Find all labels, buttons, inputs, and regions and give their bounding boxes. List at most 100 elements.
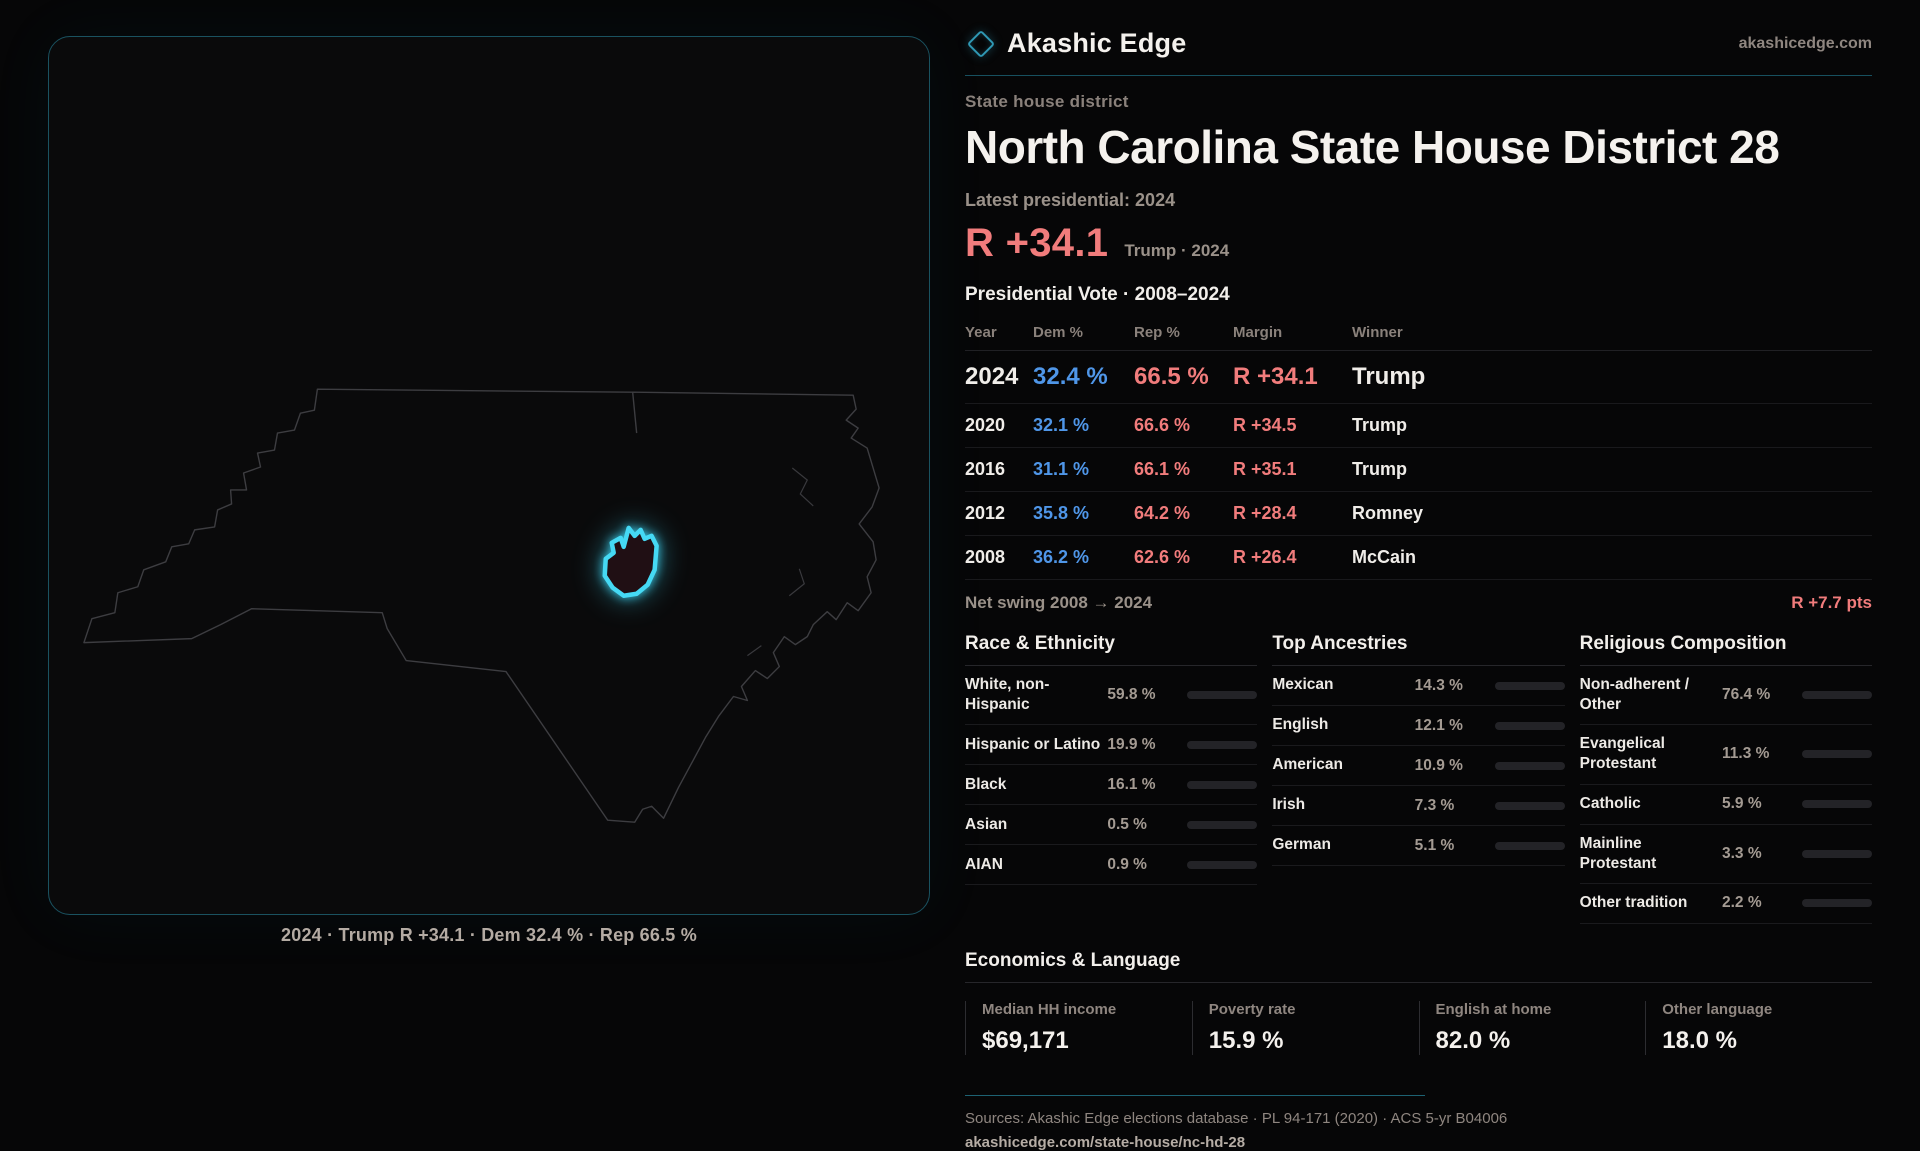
stat-label: Other language <box>1662 1000 1773 1018</box>
cell-year: 2012 <box>965 503 1006 523</box>
demo-value: 76.4 % <box>1722 686 1771 704</box>
stat-label: Poverty rate <box>1208 1000 1296 1018</box>
col-dem: Dem % <box>1033 324 1084 341</box>
list-item: White, non-Hispanic 59.8 % <box>965 666 1258 726</box>
demo-value: 7.3 % <box>1414 796 1455 814</box>
cell-year: 2016 <box>965 459 1006 479</box>
demo-value: 11.3 % <box>1722 745 1770 763</box>
cell-margin: R +28.4 <box>1233 503 1297 523</box>
demo-bar <box>1802 800 1872 809</box>
section-top-ancestries: Top Ancestries Mexican 14.3 % English 12… <box>1272 633 1565 924</box>
section-title: Race & Ethnicity <box>965 633 1258 666</box>
demo-label: Other tradition <box>1579 894 1688 912</box>
demo-bar <box>1494 681 1565 690</box>
cell-margin: R +35.1 <box>1233 459 1297 479</box>
list-item: Other tradition 2.2 % <box>1579 884 1872 924</box>
cell-year: 2020 <box>965 415 1006 435</box>
demo-bar <box>1187 740 1258 749</box>
demo-label: German <box>1272 836 1331 854</box>
list-item: Mexican 14.3 % <box>1272 666 1565 706</box>
demo-value: 16.1 % <box>1107 775 1156 793</box>
demo-bar <box>1494 761 1565 770</box>
table-row: 2012 35.8 % 64.2 % R +28.4 Romney <box>965 492 1872 536</box>
net-swing-value: R +7.7 pts <box>1791 593 1872 612</box>
demo-label: Evangelical Protestant <box>1579 735 1665 773</box>
stat-median-hh-income: Median HH income $69,171 <box>965 1000 1192 1055</box>
stat-value: 18.0 % <box>1662 1026 1737 1054</box>
list-item: AIAN 0.9 % <box>965 845 1258 886</box>
net-swing-row: Net swing 2008 → 2024 R +7.7 pts <box>965 580 1872 613</box>
demo-label: Irish <box>1272 796 1306 814</box>
cell-winner: Trump <box>1352 415 1408 435</box>
table-row: 2024 32.4 % 66.5 % R +34.1 Trump <box>965 351 1872 404</box>
list-item: Irish 7.3 % <box>1272 786 1565 826</box>
demo-label: Black <box>965 775 1007 793</box>
district-28-shape[interactable] <box>602 525 659 598</box>
sound-lines <box>747 467 814 657</box>
cell-winner: Romney <box>1352 503 1424 523</box>
demo-value: 2.2 % <box>1722 894 1762 912</box>
demo-value: 19.9 % <box>1107 735 1156 753</box>
brand-name: Akashic Edge <box>1007 28 1187 58</box>
stat-label: English at home <box>1435 1000 1552 1018</box>
list-item: Asian 0.5 % <box>965 805 1258 846</box>
table-row: 2008 36.2 % 62.6 % R +26.4 McCain <box>965 536 1872 580</box>
election-table-title: Presidential Vote · 2008–2024 <box>965 284 1230 305</box>
demo-label: American <box>1272 756 1343 774</box>
north-carolina-map <box>83 388 880 823</box>
list-item: Catholic 5.9 % <box>1579 785 1872 825</box>
cell-year: 2008 <box>965 547 1006 567</box>
cell-winner: Trump <box>1352 363 1426 390</box>
detail-panel: Akashic Edge akashicedge.com State house… <box>965 28 1872 1151</box>
col-winner: Winner <box>1352 324 1403 341</box>
section-title: Top Ancestries <box>1272 633 1565 666</box>
demo-label: Mainline Protestant <box>1579 834 1657 872</box>
state-outline <box>83 388 880 823</box>
list-item: English 12.1 % <box>1272 706 1565 746</box>
list-item: German 5.1 % <box>1272 826 1565 866</box>
demo-value: 12.1 % <box>1414 716 1463 734</box>
demo-value: 10.9 % <box>1414 756 1463 774</box>
footer-sources: Sources: Akashic Edge elections database… <box>965 1109 1508 1127</box>
brand-url[interactable]: akashicedge.com <box>1738 34 1872 52</box>
demo-label: Asian <box>965 815 1008 833</box>
election-table: Year Dem % Rep % Margin Winner 2024 32.4… <box>965 318 1872 580</box>
page-title: North Carolina State House District 28 <box>965 121 1780 173</box>
footer-permalink[interactable]: akashicedge.com/state-house/nc-hd-28 <box>965 1133 1246 1151</box>
demo-value: 3.3 % <box>1722 844 1762 862</box>
demographic-sections: Race & Ethnicity White, non-Hispanic 59.… <box>965 633 1872 924</box>
demo-bar <box>1802 750 1872 759</box>
demo-value: 0.5 % <box>1107 815 1147 833</box>
cell-dem: 32.1 % <box>1033 415 1090 435</box>
col-rep: Rep % <box>1134 324 1180 341</box>
demo-bar <box>1187 820 1258 829</box>
table-row: 2020 32.1 % 66.6 % R +34.5 Trump <box>965 404 1872 448</box>
demo-bar <box>1187 691 1258 700</box>
kicker: State house district <box>965 92 1129 111</box>
cell-margin: R +26.4 <box>1233 547 1297 567</box>
district-map-panel <box>48 36 930 915</box>
section-race-ethnicity: Race & Ethnicity White, non-Hispanic 59.… <box>965 633 1258 924</box>
cell-dem: 35.8 % <box>1033 503 1090 523</box>
cell-winner: Trump <box>1352 459 1408 479</box>
cell-margin: R +34.1 <box>1233 363 1318 390</box>
economics-stats: Median HH income $69,171 Poverty rate 15… <box>965 1000 1872 1055</box>
demo-label: AIAN <box>965 855 1003 873</box>
demo-bar <box>1187 860 1258 869</box>
headline-margin-value: R +34.1 <box>965 221 1109 265</box>
footer: Sources: Akashic Edge elections database… <box>965 1094 1872 1151</box>
cell-dem: 36.2 % <box>1033 547 1090 567</box>
section-title: Religious Composition <box>1579 633 1872 666</box>
demo-label: English <box>1272 716 1329 734</box>
demo-label: White, non-Hispanic <box>965 676 1050 714</box>
cell-rep: 66.5 % <box>1134 363 1209 390</box>
demo-label: Catholic <box>1579 794 1641 812</box>
cell-dem: 31.1 % <box>1033 459 1090 479</box>
demo-value: 59.8 % <box>1107 686 1156 704</box>
economics-section: Economics & Language Median HH income $6… <box>965 950 1872 1055</box>
demo-bar <box>1802 849 1872 858</box>
demo-value: 5.9 % <box>1722 795 1762 813</box>
demo-label: Mexican <box>1272 676 1334 694</box>
stat-english-at-home: English at home 82.0 % <box>1418 1000 1646 1055</box>
net-swing-label: Net swing 2008 → 2024 <box>965 593 1153 612</box>
